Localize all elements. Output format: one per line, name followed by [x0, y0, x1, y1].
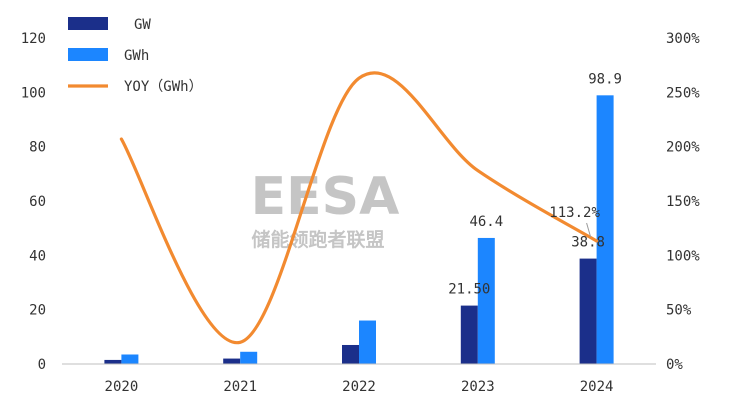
legend-label-gw: GW — [134, 17, 151, 33]
data-label-yoy-2024: 113.2% — [549, 205, 600, 221]
right-tick-label: 100% — [666, 248, 700, 264]
bar-gw-2023 — [461, 306, 478, 364]
left-tick-label: 0 — [38, 357, 46, 373]
bar-gwh-2020 — [121, 354, 138, 364]
x-tick-label: 2024 — [580, 379, 614, 395]
left-tick-label: 80 — [29, 140, 46, 156]
x-tick-label: 2023 — [461, 379, 495, 395]
x-tick-label: 2021 — [223, 379, 257, 395]
watermark-text: 储能领跑者联盟 — [251, 228, 384, 251]
data-label-gwh-2023: 46.4 — [469, 214, 503, 230]
legend-swatch-gwh — [68, 48, 108, 61]
bar-gwh-2024 — [597, 95, 614, 364]
left-tick-label: 40 — [29, 248, 46, 264]
right-tick-label: 50% — [666, 303, 692, 319]
bar-gwh-2022 — [359, 321, 376, 364]
legend: GW GWh YOY（GWh） — [68, 17, 203, 95]
legend-label-yoy-gwh: YOY（GWh） — [124, 79, 203, 95]
right-axis: 0% 50% 100% 150% 200% 250% 300% — [666, 31, 700, 373]
legend-label-gwh: GWh — [124, 48, 149, 64]
right-tick-label: 0% — [666, 357, 683, 373]
bar-gw-2022 — [342, 345, 359, 364]
left-tick-label: 60 — [29, 194, 46, 210]
data-label-gw-2024: 38.8 — [571, 235, 605, 251]
bar-gwh-2021 — [240, 352, 257, 364]
data-label-gwh-2024: 98.9 — [588, 71, 622, 87]
left-tick-label: 120 — [21, 31, 46, 47]
left-tick-label: 100 — [21, 85, 46, 101]
x-tick-label: 2022 — [342, 379, 376, 395]
bar-gw-2024 — [580, 259, 597, 364]
watermark-logo: EESA 储能领跑者联盟 — [251, 167, 400, 251]
right-tick-label: 300% — [666, 31, 700, 47]
left-axis: 0 20 40 60 80 100 120 — [21, 31, 46, 373]
bar-gw-2020 — [104, 360, 121, 364]
data-label-gw-2023: 21.50 — [448, 282, 490, 298]
legend-swatch-gw — [68, 17, 108, 30]
left-tick-label: 20 — [29, 303, 46, 319]
right-tick-label: 200% — [666, 140, 700, 156]
right-tick-label: 250% — [666, 85, 700, 101]
bar-gw-2021 — [223, 359, 240, 364]
right-tick-label: 150% — [666, 194, 700, 210]
watermark-logo-mark: EESA — [251, 167, 400, 227]
x-tick-label: 2020 — [105, 379, 139, 395]
x-axis: 2020 2021 2022 2023 2024 — [105, 379, 614, 395]
bar-gwh-2023 — [478, 238, 495, 364]
